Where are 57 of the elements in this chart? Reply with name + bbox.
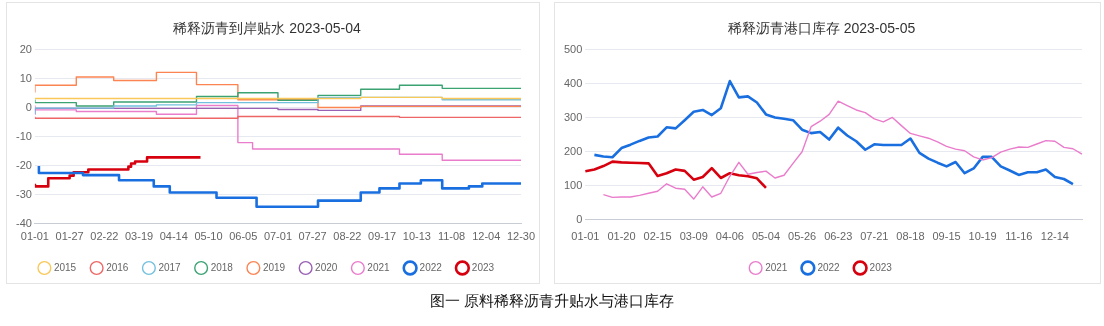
x-tick-label: 11-16 <box>1005 230 1033 243</box>
x-tick-label: 05-10 <box>194 230 223 243</box>
y-tick-label: 0 <box>25 100 32 113</box>
x-tick-label: 06-05 <box>229 230 258 243</box>
legend-label: 2023 <box>869 261 893 273</box>
y-tick-label: 400 <box>563 76 583 89</box>
y-tick-label: 0 <box>576 212 583 225</box>
x-tick-label: 09-17 <box>368 230 397 243</box>
x-tick-label: 08-22 <box>333 230 362 243</box>
x-tick-label: 03-19 <box>124 230 154 243</box>
x-tick-label: 08-18 <box>896 230 925 243</box>
y-tick-label: -20 <box>15 158 32 171</box>
legend-label: 2018 <box>210 261 234 273</box>
x-tick-label: 12-14 <box>1040 230 1069 243</box>
legend-label: 2015 <box>53 261 77 273</box>
y-tick-label: -40 <box>15 216 32 229</box>
x-tick-label: 04-06 <box>715 230 744 243</box>
x-tick-label: 06-23 <box>824 230 853 243</box>
y-tick-label: -30 <box>15 187 32 200</box>
x-tick-label: 09-15 <box>932 230 961 243</box>
chart-title: 稀释沥青到岸贴水 2023-05-04 <box>173 20 361 37</box>
x-tick-label: 05-26 <box>788 230 817 243</box>
x-tick-label: 02-22 <box>90 230 119 243</box>
legend-label: 2023 <box>471 261 495 273</box>
legend-label: 2017 <box>158 261 182 273</box>
x-tick-label: 10-13 <box>402 230 431 243</box>
y-tick-label: 20 <box>19 42 32 55</box>
legend-label: 2020 <box>315 261 338 273</box>
chart-title: 稀释沥青港口库存 2023-05-05 <box>727 20 916 37</box>
y-tick-label: 100 <box>563 178 583 191</box>
x-tick-label: 01-20 <box>607 230 636 243</box>
y-tick-label: 200 <box>563 144 583 157</box>
legend-label: 2021 <box>765 261 788 273</box>
legend-label: 2022 <box>817 261 841 273</box>
legend-label: 2019 <box>262 261 286 273</box>
x-tick-label: 07-01 <box>263 230 293 243</box>
x-tick-label: 04-14 <box>159 230 188 243</box>
y-tick-label: 500 <box>563 42 583 55</box>
x-tick-label: 10-19 <box>968 230 997 243</box>
text: 图一 原料稀释沥青升贴水与港口库存 <box>428 292 676 311</box>
x-tick-label: 01-01 <box>571 230 600 243</box>
x-tick-label: 02-15 <box>643 230 672 243</box>
y-tick-label: 300 <box>563 110 583 123</box>
x-tick-label: 07-21 <box>860 230 889 243</box>
legend-label: 2021 <box>367 261 391 273</box>
x-tick-label: 12-04 <box>472 230 501 243</box>
x-tick-label: 03-09 <box>679 230 708 243</box>
y-tick-label: 10 <box>19 71 32 84</box>
x-tick-label: 11-08 <box>437 230 466 243</box>
legend-label: 2016 <box>106 261 129 273</box>
legend-label: 2022 <box>419 261 443 273</box>
x-tick-label: 05-04 <box>751 230 781 243</box>
x-tick-label: 12-30 <box>506 230 536 243</box>
x-tick-label: 07-27 <box>298 230 327 243</box>
x-tick-label: 01-01 <box>20 230 49 243</box>
y-tick-label: -10 <box>15 129 32 142</box>
x-tick-label: 01-27 <box>55 230 84 243</box>
